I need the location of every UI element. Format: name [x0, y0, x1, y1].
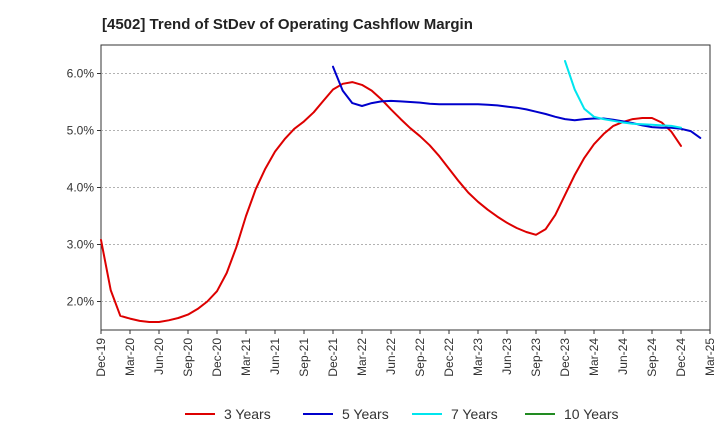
y-tick-label: 4.0% — [67, 181, 95, 195]
x-tick-label: Mar-23 — [471, 338, 485, 376]
x-tick-label: Mar-20 — [123, 338, 137, 376]
x-tick-label: Dec-19 — [94, 338, 108, 377]
x-tick-label: Jun-24 — [616, 338, 630, 375]
x-tick-label: Dec-24 — [674, 338, 688, 377]
series-line-7-years — [564, 60, 682, 129]
x-tick-label: Dec-23 — [558, 338, 572, 377]
x-tick-label: Jun-22 — [384, 338, 398, 375]
x-tick-label: Jun-20 — [152, 338, 166, 375]
x-tick-label: Jun-21 — [268, 338, 282, 375]
x-tick-label: Jun-23 — [500, 338, 514, 375]
y-tick-label: 2.0% — [67, 295, 95, 309]
x-tick-label: Sep-23 — [529, 338, 543, 377]
x-tick-label: Mar-24 — [587, 338, 601, 376]
x-tick-label: Mar-25 — [703, 338, 717, 376]
x-tick-label: Sep-21 — [297, 338, 311, 377]
y-tick-label: 3.0% — [67, 238, 95, 252]
legend-label: 10 Years — [564, 406, 619, 422]
legend-label: 5 Years — [342, 406, 389, 422]
x-tick-label: Sep-20 — [181, 338, 195, 377]
y-tick-label: 5.0% — [67, 124, 95, 138]
x-tick-label: Dec-22 — [442, 338, 456, 377]
x-tick-label: Dec-21 — [326, 338, 340, 377]
x-tick-label: Dec-20 — [210, 338, 224, 377]
x-tick-label: Mar-21 — [239, 338, 253, 376]
legend-label: 3 Years — [224, 406, 271, 422]
x-tick-label: Mar-22 — [355, 338, 369, 376]
chart-title: [4502] Trend of StDev of Operating Cashf… — [102, 16, 473, 33]
x-tick-label: Sep-24 — [645, 338, 659, 377]
series-line-3-years — [100, 81, 682, 323]
legend-label: 7 Years — [451, 406, 498, 422]
x-tick-label: Sep-22 — [413, 338, 427, 377]
y-tick-label: 6.0% — [67, 67, 95, 81]
